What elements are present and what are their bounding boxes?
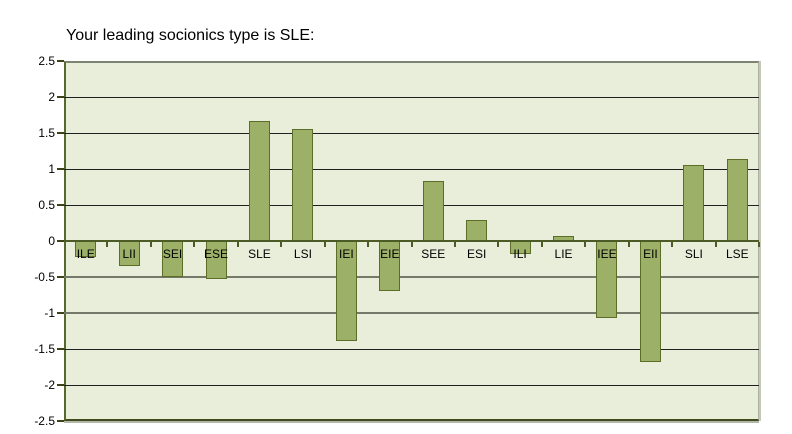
x-axis-tick [671, 242, 674, 247]
gridline [64, 169, 759, 170]
y-axis-tick-label: 0 [48, 234, 55, 248]
x-axis-tick [540, 242, 543, 247]
y-axis-tick [57, 384, 64, 386]
y-axis-tick-label: 0.5 [38, 198, 55, 212]
x-axis-tick [714, 242, 717, 247]
chart-title: Your leading socionics type is SLE: [66, 27, 315, 44]
y-axis-tick-label: 1 [48, 162, 55, 176]
y-axis-tick-label: 1.5 [38, 126, 55, 140]
bar-lsi [292, 128, 314, 242]
x-axis-tick [497, 242, 500, 247]
gridline [64, 312, 759, 314]
y-axis-tick-label: 2.5 [38, 54, 55, 68]
y-axis-tick-label: -2 [44, 378, 55, 392]
x-axis-line [64, 240, 759, 242]
category-label-lii: LII [122, 247, 136, 261]
bar-sle [248, 121, 270, 242]
bar-see [422, 181, 444, 242]
x-axis-tick [323, 242, 326, 247]
category-label-sli: SLI [684, 247, 703, 261]
category-label-see: SEE [421, 247, 446, 261]
x-axis-tick [758, 242, 760, 247]
y-axis-tick [57, 60, 64, 62]
y-axis-tick [57, 240, 64, 242]
y-axis-tick [57, 276, 64, 278]
gridline [64, 385, 759, 386]
y-axis-tick-label: -1 [44, 306, 55, 320]
category-label-ese: ESE [204, 247, 229, 261]
y-axis-tick-label: -0.5 [34, 270, 55, 284]
gridline [64, 97, 759, 98]
y-axis-tick [57, 204, 64, 206]
category-label-lie: LIE [554, 247, 573, 261]
x-axis-tick [410, 242, 413, 247]
x-axis-tick [193, 242, 196, 247]
category-label-esi: ESI [466, 247, 487, 261]
x-axis-tick [280, 242, 283, 247]
y-axis-tick [57, 348, 64, 350]
y-axis-tick [57, 168, 64, 170]
y-axis-tick [57, 132, 64, 134]
y-axis-tick [57, 420, 64, 422]
y-axis-tick [57, 96, 64, 98]
category-label-iei: IEI [339, 247, 354, 261]
gridline [64, 205, 759, 206]
gridline [64, 276, 759, 278]
x-axis-tick [236, 242, 239, 247]
category-label-ili: ILI [513, 247, 527, 261]
category-label-lse: LSE [725, 247, 749, 261]
y-axis-tick-label: -2.5 [34, 414, 55, 428]
bar-sli [683, 165, 705, 242]
category-label-sle: SLE [248, 247, 271, 261]
bar-esi [466, 220, 488, 242]
category-label-sei: SEI [162, 247, 183, 261]
x-axis-tick [367, 242, 370, 247]
category-label-iee: IEE [597, 247, 617, 261]
x-axis-tick [106, 242, 109, 247]
category-label-lsi: LSI [293, 247, 312, 261]
x-axis-tick [584, 242, 587, 247]
y-axis-tick [57, 312, 64, 314]
x-axis-tick [149, 242, 152, 247]
gridline [64, 349, 759, 350]
category-label-eii: EII [643, 247, 658, 261]
y-axis-tick-label: -1.5 [34, 342, 55, 356]
gridline [64, 133, 759, 134]
y-axis-tick-label: 2 [48, 90, 55, 104]
x-axis-tick [453, 242, 456, 247]
x-axis-tick [627, 242, 630, 247]
category-label-eie: EIE [380, 247, 400, 261]
category-label-ile: ILE [76, 247, 95, 261]
bar-lse [726, 158, 748, 242]
